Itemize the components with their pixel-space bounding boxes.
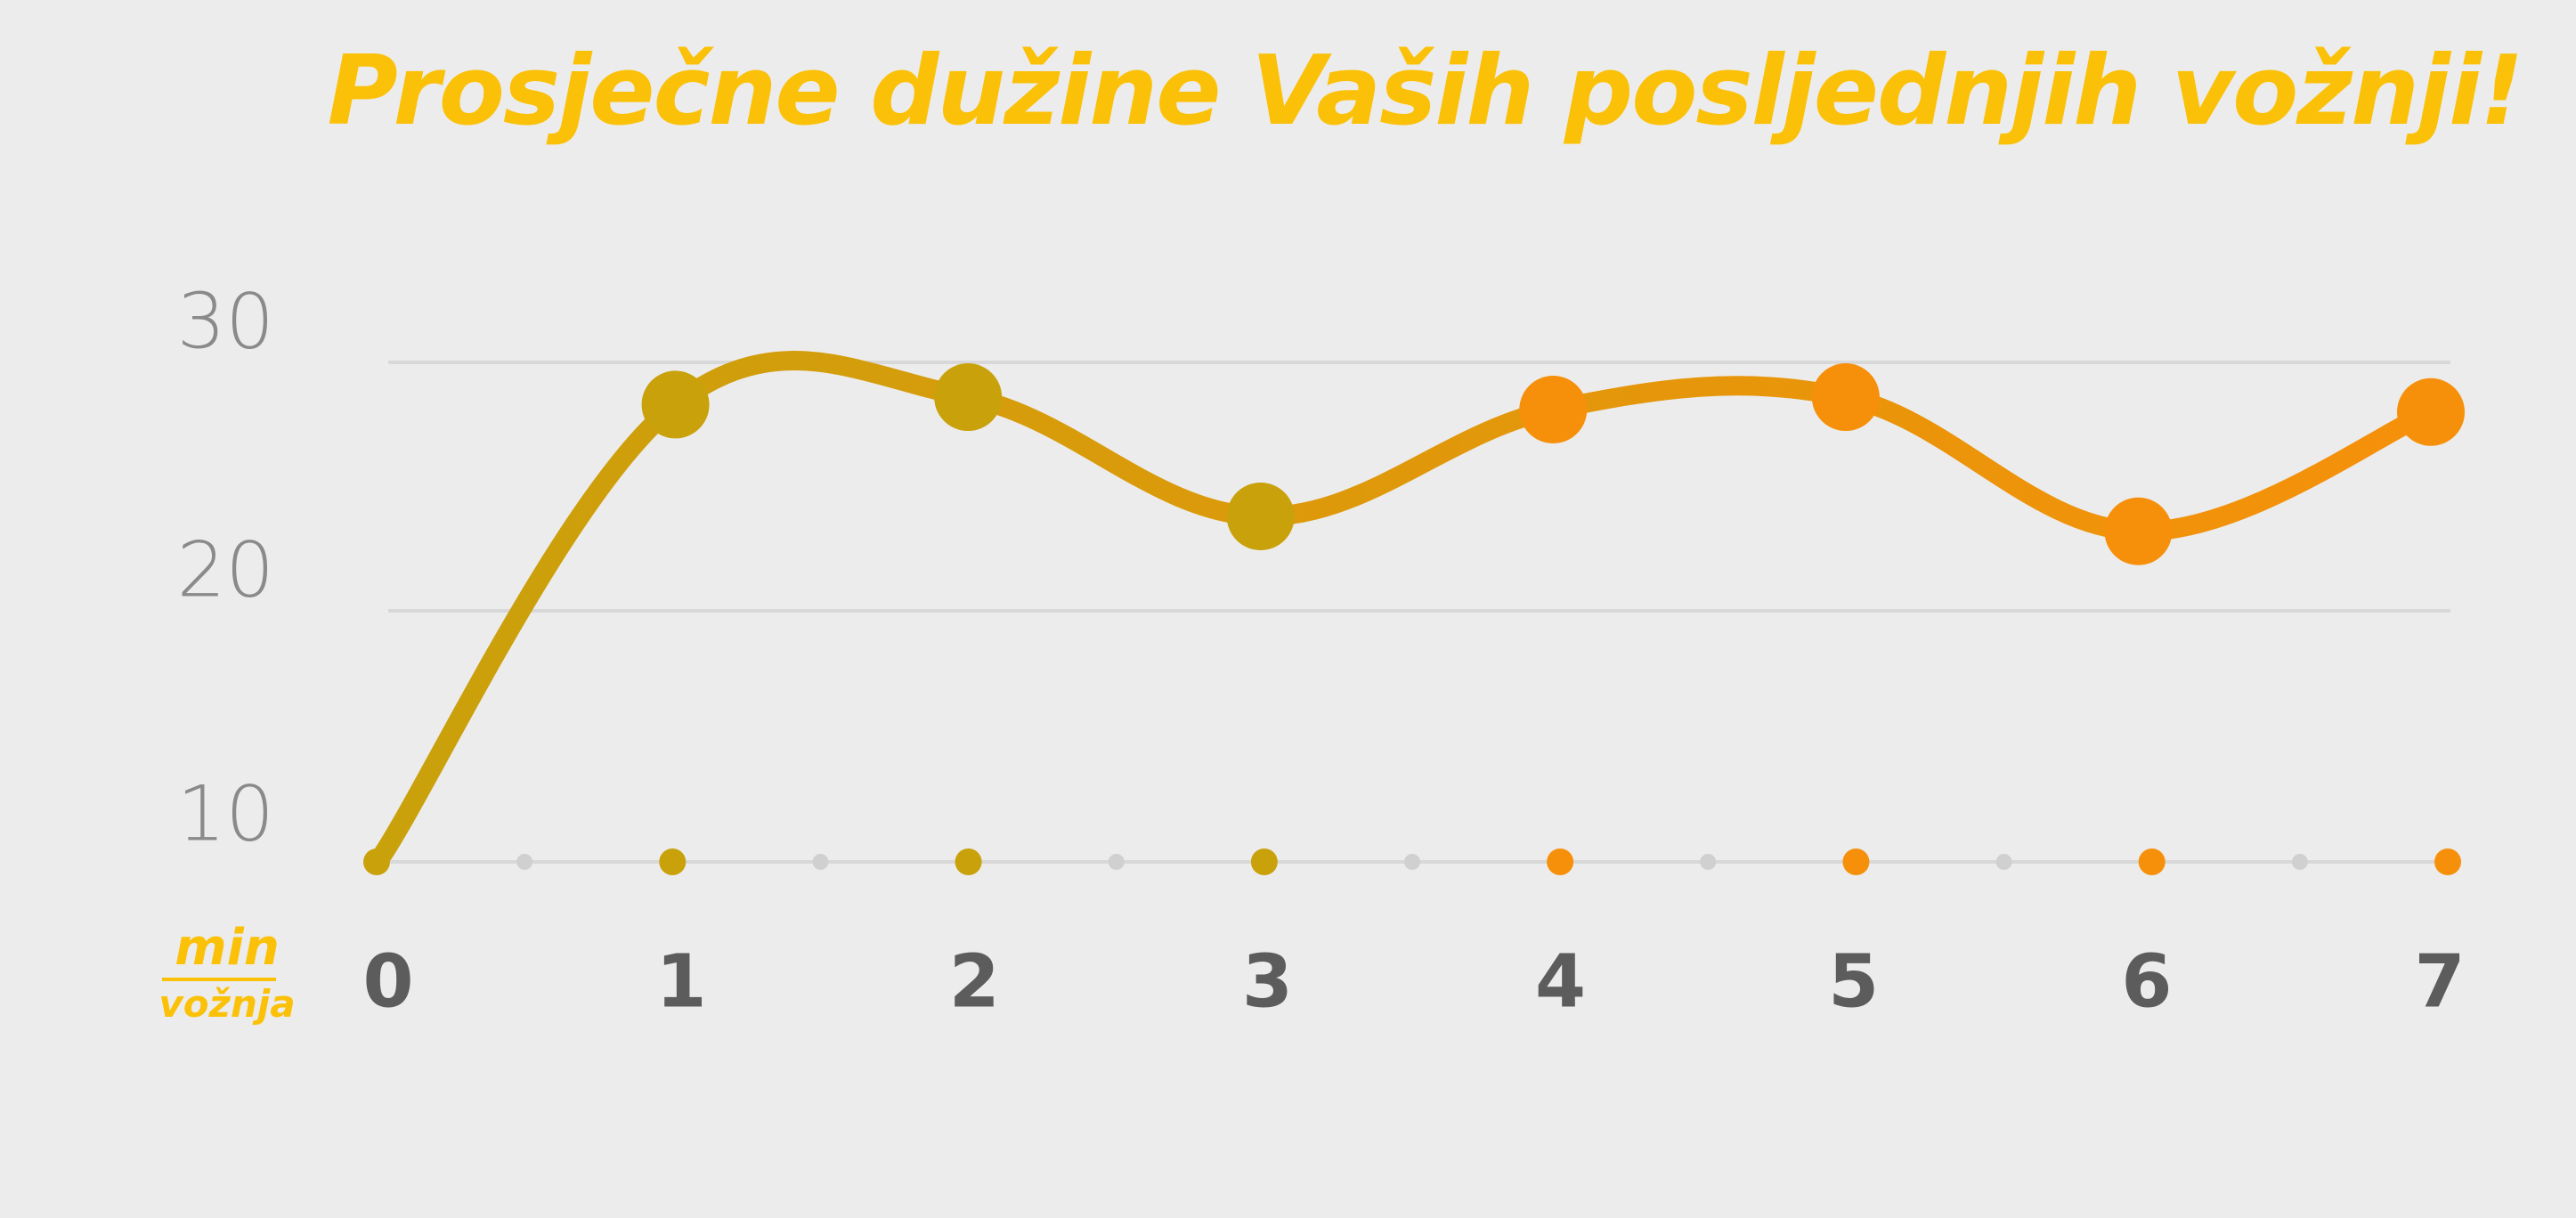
y-tick-label-30: 30	[177, 278, 274, 367]
baseline-minor-dot-1	[812, 854, 829, 870]
baseline-dot-1	[659, 849, 687, 875]
baseline-minor-dot-0	[516, 854, 533, 870]
unit-label-bottom: vožnja	[158, 982, 296, 1026]
y-tick-label-20: 20	[177, 526, 274, 615]
y-tick-label-10: 10	[177, 770, 274, 859]
unit-label-divider	[162, 978, 276, 981]
x-tick-label-6: 6	[2121, 939, 2172, 1024]
y-tick-labels: 10 20 30	[177, 278, 274, 859]
baseline-minor-dot-2	[1108, 854, 1125, 870]
x-tick-label-4: 4	[1535, 939, 1586, 1024]
baseline-dot-2	[955, 849, 982, 875]
baseline-dot-4	[1547, 849, 1574, 875]
baseline-dot-7	[2434, 849, 2461, 875]
baseline-dot-6	[2138, 849, 2166, 875]
baseline-dot-5	[1842, 849, 1870, 875]
data-point-3	[1226, 482, 1295, 550]
data-point-5	[1811, 363, 1880, 432]
x-tick-labels: 0 1 2 3 4 5 6 7	[362, 939, 2465, 1024]
x-axis-baseline	[363, 849, 2461, 875]
x-tick-label-2: 2	[949, 939, 1000, 1024]
baseline-minor-dot-6	[2291, 854, 2308, 870]
x-tick-label-3: 3	[1242, 939, 1293, 1024]
baseline-minor-dot-3	[1404, 854, 1420, 870]
data-point-4	[1519, 376, 1588, 444]
unit-label-top: min	[175, 919, 280, 977]
data-point-6	[2104, 497, 2173, 565]
x-tick-label-7: 7	[2414, 939, 2465, 1024]
baseline-minor-dot-5	[1995, 854, 2012, 870]
x-tick-label-5: 5	[1828, 939, 1879, 1024]
data-point-7	[2397, 378, 2465, 446]
data-point-2	[934, 363, 1003, 432]
chart-title: Prosječne dužine Vaših posljednjih vožnj…	[327, 36, 2524, 147]
x-tick-label-0: 0	[362, 939, 413, 1024]
x-tick-label-1: 1	[656, 939, 707, 1024]
baseline-minor-dot-4	[1700, 854, 1717, 870]
baseline-dot-3	[1250, 849, 1278, 875]
data-point-1	[641, 370, 710, 439]
data-points	[641, 363, 2465, 565]
